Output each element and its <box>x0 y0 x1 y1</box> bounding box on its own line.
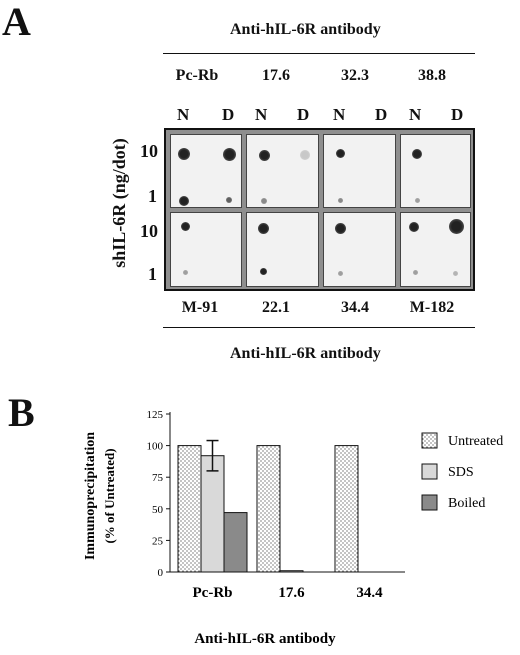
y-axis-sublabel: (% of Untreated) <box>102 448 117 543</box>
x-tick-label: 17.6 <box>278 585 305 601</box>
bottom-antibody-label: 22.1 <box>262 299 290 316</box>
dot <box>259 150 270 161</box>
blot-cell-m-91 <box>170 212 242 287</box>
dot <box>409 222 419 232</box>
bottom-header-rule <box>163 327 475 328</box>
top-antibody-label: 17.6 <box>262 67 290 84</box>
row-label-10: 10 <box>140 221 158 241</box>
col-label-n: N <box>255 105 268 124</box>
bar-untreated <box>177 445 202 573</box>
dot <box>179 196 189 206</box>
dot <box>226 197 232 203</box>
dot <box>453 271 458 276</box>
top-antibody-label: Pc-Rb <box>175 67 219 84</box>
y-tick-label: 75 <box>152 472 164 484</box>
panel-a-letter: A <box>2 0 31 44</box>
col-label-d: D <box>451 105 464 124</box>
y-axis-label: Immunoprecipitation <box>83 432 98 560</box>
legend-swatch-sds <box>421 463 438 480</box>
blot-cell-34-4 <box>323 212 396 287</box>
x-axis-label: Anti-hIL-6R antibody <box>194 631 336 647</box>
bottom-antibody-label: 34.4 <box>341 299 369 316</box>
row-label-1: 1 <box>148 186 157 206</box>
legend-label: Boiled <box>448 496 485 511</box>
y-tick-label: 0 <box>158 567 164 579</box>
dot <box>412 149 422 159</box>
y-tick-label: 25 <box>152 535 164 547</box>
legend-swatch-boiled <box>421 494 438 511</box>
dot <box>413 270 418 275</box>
blot-cell-m-182 <box>400 212 471 287</box>
dot <box>260 268 267 275</box>
legend-swatch-untreated <box>421 432 438 449</box>
col-label-n: N <box>333 105 346 124</box>
blot-cell-17-6 <box>246 134 319 208</box>
col-label-d: D <box>222 105 235 124</box>
col-label-n: N <box>177 105 190 124</box>
bar-sds <box>200 455 225 573</box>
top-header-rule <box>163 53 475 54</box>
col-label-d: D <box>375 105 388 124</box>
dot <box>178 148 190 160</box>
bottom-antibody-label: M-91 <box>181 299 219 316</box>
row-label-1: 1 <box>148 264 157 284</box>
dot <box>261 198 267 204</box>
bar-sds <box>279 570 304 573</box>
dot <box>338 198 343 203</box>
blot-cell-32-3 <box>323 134 396 208</box>
dot <box>300 150 310 160</box>
col-label-n: N <box>409 105 422 124</box>
x-tick-label: Pc-Rb <box>193 585 233 601</box>
blot-cell-38-8 <box>400 134 471 208</box>
dot <box>415 198 420 203</box>
top-antibody-label: 38.8 <box>418 67 446 84</box>
legend-label: Untreated <box>448 434 503 449</box>
row-label-10: 10 <box>140 141 158 161</box>
dot <box>181 222 190 231</box>
dot <box>338 271 343 276</box>
col-label-d: D <box>297 105 310 124</box>
x-tick-label: 34.4 <box>356 585 383 601</box>
panel-a-bottom-header: Anti-hIL-6R antibody <box>230 345 381 362</box>
panel-a-top-header: Anti-hIL-6R antibody <box>230 21 381 38</box>
dot-blot-grid <box>164 128 475 291</box>
bar-untreated <box>334 445 359 573</box>
legend-label: SDS <box>448 465 474 480</box>
bar-boiled <box>223 512 248 573</box>
y-tick-label: 50 <box>152 504 164 516</box>
dot <box>336 149 345 158</box>
blot-cell-22-1 <box>246 212 319 287</box>
dot <box>183 270 188 275</box>
dot <box>449 219 464 234</box>
bar-untreated <box>256 445 281 573</box>
blot-cell-pc-rb <box>170 134 242 208</box>
y-tick-label: 125 <box>147 409 164 421</box>
dot <box>258 223 269 234</box>
y-tick-label: 100 <box>147 441 164 453</box>
panel-b-letter: B <box>8 390 35 435</box>
top-antibody-label: 32.3 <box>341 67 369 84</box>
dot <box>335 223 346 234</box>
bottom-antibody-label: M-182 <box>409 299 455 316</box>
dot <box>223 148 236 161</box>
